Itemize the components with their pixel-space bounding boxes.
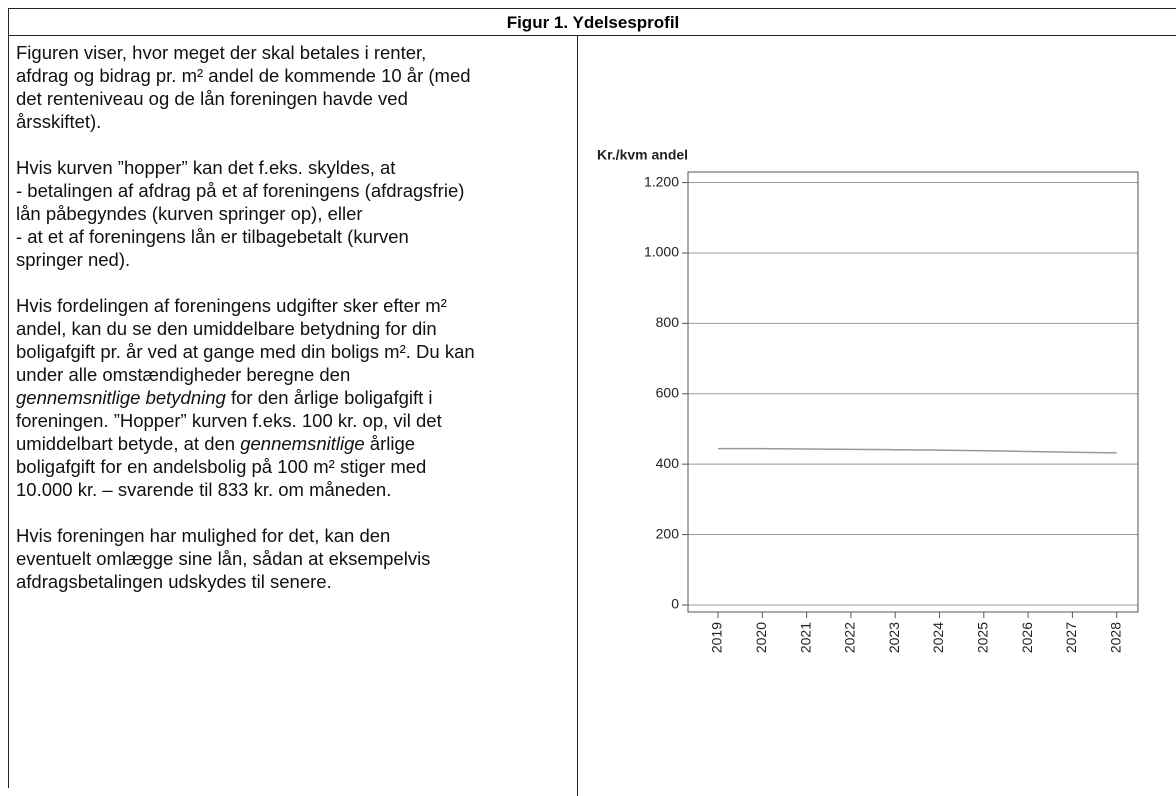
text-line: - betalingen af afdrag på et af forening… (16, 179, 577, 202)
text-line: andel, kan du se den umiddelbare betydni… (16, 317, 577, 340)
text-run: foreningen. ”Hopper” kurven f.eks. 100 k… (16, 410, 442, 431)
y-tick-label: 1.200 (644, 173, 679, 189)
text-run: boligafgift pr. år ved at gange med din … (16, 341, 475, 362)
text-line: afdrag og bidrag pr. m² andel de kommend… (16, 64, 577, 87)
text-line: lån påbegyndes (kurven springer op), ell… (16, 202, 577, 225)
text-line: springer ned). (16, 248, 577, 271)
text-run: under alle omstændigheder beregne den (16, 364, 351, 385)
text-run: umiddelbart betyde, at den (16, 433, 241, 454)
text-line: Hvis foreningen har mulighed for det, ka… (16, 524, 577, 547)
x-tick-label: 2027 (1063, 622, 1079, 653)
x-tick-label: 2021 (797, 622, 813, 653)
x-tick-label: 2028 (1107, 622, 1123, 653)
text-line: Figuren viser, hvor meget der skal betal… (16, 41, 577, 64)
x-tick-label: 2022 (842, 622, 858, 653)
y-tick-label: 400 (656, 455, 680, 471)
x-tick-label: 2020 (753, 622, 769, 653)
x-tick-label: 2025 (975, 622, 991, 653)
table-title: Figur 1. Ydelsesprofil (9, 9, 1176, 36)
text-line: under alle omstændigheder beregne den (16, 363, 577, 386)
table: Figur 1. Ydelsesprofil Figuren viser, hv… (8, 8, 1176, 796)
y-axis-label: Kr./kvm andel (597, 147, 688, 163)
text-run: gennemsnitlige betydning (16, 387, 226, 408)
text-run: det renteniveau og de lån foreningen hav… (16, 88, 408, 109)
x-tick-label: 2026 (1019, 622, 1035, 653)
text-line: det renteniveau og de lån foreningen hav… (16, 87, 577, 110)
x-tick-label: 2019 (709, 622, 725, 653)
text-line: Hvis kurven ”hopper” kan det f.eks. skyl… (16, 156, 577, 179)
text-run: Figuren viser, hvor meget der skal betal… (16, 42, 427, 63)
text-run: afdrag og bidrag pr. m² andel de kommend… (16, 65, 471, 86)
text-run: boligafgift for en andelsbolig på 100 m²… (16, 456, 427, 477)
text-run: årsskiftet). (16, 111, 102, 132)
chart: Kr./kvm andel 0 200 400 600 800 1.000 1.200 201… (597, 147, 1139, 653)
y-tick-label: 1.000 (644, 244, 679, 260)
page: Figur 1. Ydelsesprofil Figuren viser, hv… (8, 8, 1176, 796)
x-tick-label: 2023 (886, 622, 902, 653)
text-run: Hvis foreningen har mulighed for det, ka… (16, 525, 391, 546)
y-tick-label: 0 (671, 596, 679, 612)
text-line: 10.000 kr. – svarende til 833 kr. om mån… (16, 478, 577, 501)
text-run: Hvis kurven ”hopper” kan det f.eks. skyl… (16, 157, 396, 178)
x-tick-label: 2024 (930, 622, 946, 653)
text-run: - at et af foreningens lån er tilbagebet… (16, 226, 409, 247)
text-line: eventuelt omlægge sine lån, sådan at eks… (16, 547, 577, 570)
text-run: gennemsnitlige (240, 433, 365, 454)
text-line: boligafgift for en andelsbolig på 100 m²… (16, 455, 577, 478)
text-run: eventuelt omlægge sine lån, sådan at eks… (16, 548, 431, 569)
text-run: springer ned). (16, 249, 131, 270)
plot-frame (687, 171, 1139, 613)
text-line: Hvis fordelingen af foreningens udgifter… (16, 294, 577, 317)
text-line: boligafgift pr. år ved at gange med din … (16, 340, 577, 363)
text-line: foreningen. ”Hopper” kurven f.eks. 100 k… (16, 409, 577, 432)
text-run: Hvis fordelingen af foreningens udgifter… (16, 295, 447, 316)
text-line: gennemsnitlige betydning for den årlige … (16, 386, 577, 409)
y-tick-label: 600 (656, 384, 680, 400)
text-cell: Figuren viser, hvor meget der skal betal… (9, 36, 578, 796)
text-run: - betalingen af afdrag på et af forening… (16, 180, 465, 201)
y-tick-label: 800 (656, 314, 680, 330)
y-tick-label: 200 (656, 525, 680, 541)
text-line: umiddelbart betyde, at den gennemsnitlig… (16, 432, 577, 455)
text-run: for den årlige boligafgift i (225, 387, 433, 408)
text-run: afdragsbetalingen udskydes til senere. (16, 571, 332, 592)
text-run: årlige (364, 433, 416, 454)
line (718, 447, 1117, 454)
text-line: afdragsbetalingen udskydes til senere. (16, 570, 577, 593)
text-line: årsskiftet). (16, 110, 577, 133)
text-run: andel, kan du se den umiddelbare betydni… (16, 318, 437, 339)
text-run: 10.000 kr. – svarende til 833 kr. om mån… (16, 479, 392, 500)
text-line: - at et af foreningens lån er tilbagebet… (16, 225, 577, 248)
text-run: lån påbegyndes (kurven springer op), ell… (16, 203, 363, 224)
